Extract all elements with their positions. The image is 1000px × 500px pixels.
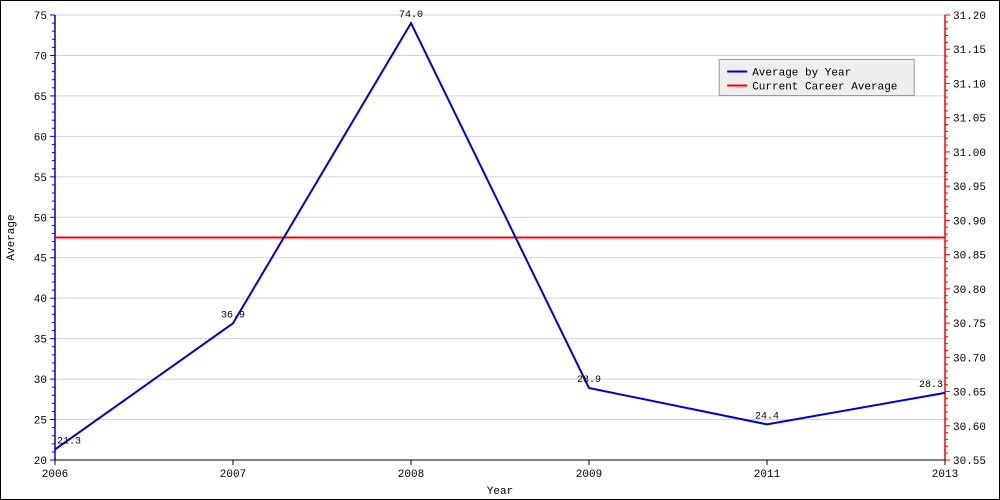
y-right-tick-label: 30.70 xyxy=(953,353,986,365)
y-right-tick-label: 31.20 xyxy=(953,11,986,23)
y-right-tick-label: 30.80 xyxy=(953,285,986,297)
data-point-label: 21.3 xyxy=(57,436,81,447)
y-right-tick-label: 31.15 xyxy=(953,45,986,57)
y-left-tick-label: 50 xyxy=(34,213,47,225)
y-left-tick-label: 25 xyxy=(34,416,47,428)
y-left-tick-label: 30 xyxy=(34,375,47,387)
y-right-tick-label: 31.00 xyxy=(953,148,986,160)
y-right-tick-label: 30.75 xyxy=(953,319,986,331)
y-right-tick-label: 31.05 xyxy=(953,114,986,126)
data-point-label: 24.4 xyxy=(755,411,779,422)
x-tick-label: 2011 xyxy=(754,469,781,481)
y-right-tick-label: 30.90 xyxy=(953,216,986,228)
x-axis-label: Year xyxy=(487,486,513,498)
y-left-tick-label: 45 xyxy=(34,254,47,266)
data-point-label: 74.0 xyxy=(399,10,423,21)
chart-svg: 2006 2007 2008 2009 2011 2013 Year 20 25 30 35 40 45… xyxy=(0,0,1000,500)
x-tick-label: 2006 xyxy=(42,469,68,481)
y-left-tick-label: 55 xyxy=(34,173,47,185)
legend: Average by Year Current Career Average xyxy=(719,60,914,96)
y-left-tick-label: 60 xyxy=(34,132,47,144)
y-left-axis-label: Average xyxy=(6,214,18,260)
y-left-tick-label: 75 xyxy=(34,11,47,23)
y-right-tick-label: 30.55 xyxy=(953,456,986,468)
x-tick-label: 2008 xyxy=(398,469,424,481)
data-point-label: 36.9 xyxy=(221,310,245,321)
y-left-tick-label: 70 xyxy=(34,51,47,63)
y-left-tick-label: 20 xyxy=(34,456,47,468)
legend-label: Current Career Average xyxy=(752,82,897,94)
data-point-label: 28.9 xyxy=(577,375,601,386)
y-right-tick-label: 30.85 xyxy=(953,251,986,263)
x-tick-label: 2007 xyxy=(220,469,246,481)
line-chart: 2006 2007 2008 2009 2011 2013 Year 20 25 30 35 40 45… xyxy=(0,0,1000,500)
data-point-label: 28.3 xyxy=(919,380,943,391)
y-right-tick-label: 30.95 xyxy=(953,182,986,194)
y-right-tick-label: 31.10 xyxy=(953,79,986,91)
y-right-tick-label: 30.65 xyxy=(953,388,986,400)
y-left-tick-label: 40 xyxy=(34,294,47,306)
x-tick-label: 2013 xyxy=(932,469,958,481)
y-right-tick-label: 30.60 xyxy=(953,422,986,434)
y-left-tick-label: 35 xyxy=(34,335,47,347)
x-tick-label: 2009 xyxy=(576,469,602,481)
legend-label: Average by Year xyxy=(752,68,851,80)
y-left-tick-label: 65 xyxy=(34,92,47,104)
